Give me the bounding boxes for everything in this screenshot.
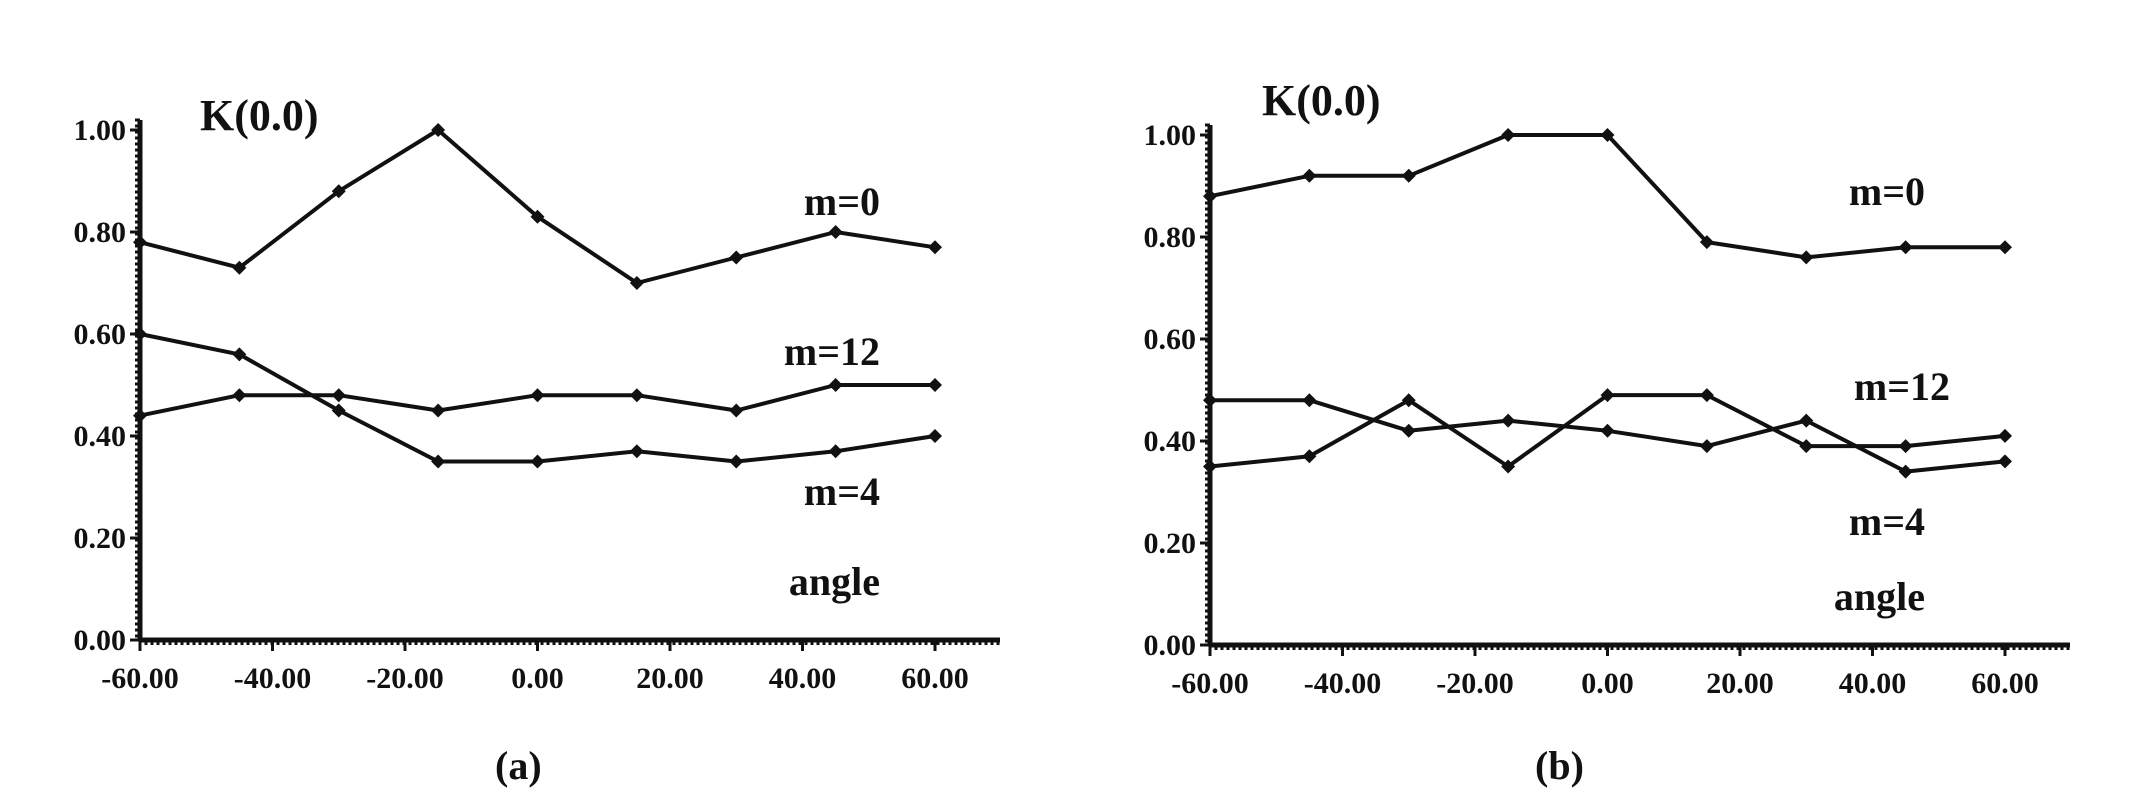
y-tick-label: 0.00 bbox=[1144, 629, 1197, 662]
data-point bbox=[133, 408, 147, 423]
figure: 0.00 0.20 0.40 0.60 0.80 1.00 -60.00 -40.00 -20.… bbox=[74, 76, 2070, 700]
data-point bbox=[1998, 428, 2012, 443]
data-point bbox=[431, 454, 446, 469]
data-point bbox=[1501, 459, 1516, 474]
data-point bbox=[928, 240, 942, 255]
data-point bbox=[629, 388, 644, 403]
y-tick-label: 0.40 bbox=[1144, 425, 1197, 458]
x-tick-label: -20.00 bbox=[1436, 667, 1514, 700]
data-point bbox=[1401, 393, 1416, 408]
data-point bbox=[1401, 423, 1416, 438]
data-point bbox=[1699, 235, 1714, 250]
series-label: m=4 bbox=[1849, 499, 1925, 544]
x-tick-label: 0.00 bbox=[1581, 667, 1634, 700]
data-point bbox=[232, 388, 247, 403]
data-point bbox=[1600, 128, 1615, 142]
data-point bbox=[1600, 388, 1615, 403]
data-point bbox=[1203, 459, 1217, 474]
data-point bbox=[1898, 240, 1913, 255]
data-point bbox=[629, 444, 644, 459]
data-point bbox=[1501, 413, 1516, 428]
data-point bbox=[828, 444, 843, 459]
data-point bbox=[1600, 423, 1615, 438]
data-point bbox=[828, 378, 843, 392]
data-point bbox=[1203, 393, 1217, 408]
data-point bbox=[530, 454, 545, 469]
y-axis-title: K(0.0) bbox=[200, 91, 319, 140]
x-tick-label: 20.00 bbox=[636, 662, 704, 695]
data-point bbox=[331, 184, 346, 199]
series-label: m=0 bbox=[1849, 169, 1925, 214]
data-point bbox=[431, 403, 446, 418]
y-tick-label: 0.20 bbox=[1144, 527, 1197, 560]
y-tick-label: 0.80 bbox=[1144, 221, 1197, 254]
data-point bbox=[1799, 250, 1814, 265]
data-point bbox=[1799, 413, 1814, 428]
data-point bbox=[1302, 449, 1317, 464]
chart-panel-a: 0.00 0.20 0.40 0.60 0.80 1.00 -60.00 -40.00 -20.… bbox=[74, 91, 1000, 695]
y-tick-label: 0.60 bbox=[1144, 323, 1197, 356]
data-point bbox=[928, 429, 942, 443]
x-tick-label: -40.00 bbox=[234, 662, 312, 695]
data-point bbox=[729, 454, 744, 469]
panel-caption-b: (b) bbox=[1535, 743, 1584, 788]
chart-panel-b: 0.00 0.20 0.40 0.60 0.80 1.00 -60.00 -40.00 -20.… bbox=[1144, 76, 2070, 700]
x-tick-label: 60.00 bbox=[901, 662, 969, 695]
y-tick-label: 0.60 bbox=[74, 318, 127, 351]
data-point bbox=[629, 276, 644, 290]
data-point bbox=[729, 250, 744, 265]
data-point bbox=[530, 388, 545, 403]
data-point bbox=[1998, 454, 2012, 469]
data-point bbox=[928, 378, 942, 392]
y-tick-label: 0.40 bbox=[74, 420, 127, 453]
data-point bbox=[828, 225, 843, 239]
data-point bbox=[530, 209, 545, 224]
x-tick-label: 0.00 bbox=[511, 662, 564, 695]
data-point bbox=[1799, 439, 1814, 454]
x-axis-title: angle bbox=[1834, 574, 1925, 619]
data-point bbox=[133, 327, 147, 341]
x-tick-label: -40.00 bbox=[1304, 667, 1382, 700]
x-tick-label: 40.00 bbox=[769, 662, 837, 695]
data-point bbox=[1898, 439, 1913, 454]
data-point bbox=[133, 235, 147, 250]
series-label: m=12 bbox=[784, 329, 880, 374]
data-point bbox=[1699, 388, 1714, 403]
panel-caption-a: (a) bbox=[495, 743, 542, 788]
data-point bbox=[232, 260, 247, 275]
y-axis-title: K(0.0) bbox=[1262, 76, 1381, 125]
x-tick-label: 60.00 bbox=[1971, 667, 2039, 700]
y-tick-label: 0.00 bbox=[74, 624, 127, 657]
data-point bbox=[1898, 464, 1913, 479]
x-tick-label: -60.00 bbox=[101, 662, 179, 695]
data-point bbox=[331, 403, 346, 418]
data-point bbox=[1203, 189, 1217, 204]
data-point bbox=[1401, 168, 1416, 183]
series-label: m=0 bbox=[804, 179, 880, 224]
y-tick-label: 1.00 bbox=[1144, 119, 1197, 152]
data-point bbox=[1998, 240, 2012, 255]
data-point bbox=[1501, 128, 1516, 142]
y-tick-label: 0.20 bbox=[74, 522, 127, 555]
data-point bbox=[232, 347, 247, 362]
series-label: m=12 bbox=[1854, 364, 1950, 409]
x-axis-title: angle bbox=[789, 559, 880, 604]
y-tick-label: 1.00 bbox=[74, 114, 127, 147]
y-tick-label: 0.80 bbox=[74, 216, 127, 249]
x-tick-label: 40.00 bbox=[1839, 667, 1907, 700]
series-label: m=4 bbox=[804, 469, 880, 514]
x-tick-label: -60.00 bbox=[1171, 667, 1249, 700]
data-point bbox=[431, 123, 446, 137]
data-point bbox=[1302, 393, 1317, 408]
x-tick-label: -20.00 bbox=[366, 662, 444, 695]
data-point bbox=[1699, 439, 1714, 454]
x-tick-label: 20.00 bbox=[1706, 667, 1774, 700]
data-point bbox=[331, 388, 346, 403]
data-point bbox=[1302, 168, 1317, 183]
data-point bbox=[729, 403, 744, 418]
